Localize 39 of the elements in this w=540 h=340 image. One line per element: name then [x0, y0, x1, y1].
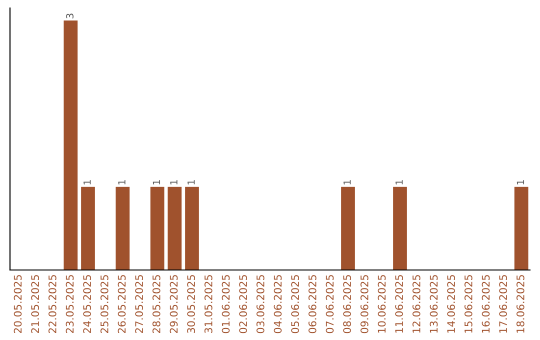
x-tick-label: 24.05.2025 [83, 275, 92, 334]
x-tick-label: 10.06.2025 [378, 275, 386, 333]
x-tick-label: 12.06.2025 [412, 275, 420, 333]
data-label: 1 [170, 180, 178, 184]
x-tick-label: 08.06.2025 [343, 275, 352, 334]
x-tick-label: 01.06.2025 [222, 275, 230, 334]
x-tick-label: 13.06.2025 [430, 275, 438, 333]
x-tick-label: 23.05.2025 [66, 275, 74, 334]
x-tick-label: 31.05.2025 [204, 275, 212, 334]
x-tick-label: 04.06.2025 [274, 275, 282, 334]
data-label: 1 [396, 180, 403, 184]
data-label: 1 [152, 180, 160, 184]
x-tick-label: 07.06.2025 [326, 275, 334, 334]
x-tick-label: 05.06.2025 [291, 275, 300, 334]
x-tick-label: 25.05.2025 [100, 275, 108, 334]
data-label: 1 [188, 180, 195, 184]
x-tick-label: 16.06.2025 [482, 275, 490, 333]
x-tick-label: 28.05.2025 [152, 275, 160, 334]
x-tick-label: 21.05.2025 [31, 275, 40, 334]
x-tick-label: 18.06.2025 [516, 275, 524, 333]
x-tick-label: 14.06.2025 [447, 275, 456, 333]
data-label: 1 [118, 180, 126, 184]
data-label: 3 [66, 14, 74, 18]
x-tick-label: 29.05.2025 [170, 275, 178, 334]
x-tick-label: 02.06.2025 [239, 275, 248, 334]
x-tick-label: 03.06.2025 [256, 275, 264, 334]
x-tick-label: 22.05.2025 [48, 275, 56, 334]
x-tick-label: 15.06.2025 [464, 275, 472, 333]
x-tick-label: 11.06.2025 [395, 275, 404, 333]
x-tick-label: 27.05.2025 [135, 275, 144, 334]
data-label: 1 [84, 180, 91, 184]
x-tick-label: 20.05.2025 [14, 275, 22, 334]
data-label: 1 [344, 180, 351, 184]
x-tick-label: 06.06.2025 [308, 275, 316, 334]
x-tick-label: 30.05.2025 [187, 275, 196, 334]
x-tick-label: 26.05.2025 [118, 275, 126, 334]
x-tick-label: 17.06.2025 [499, 275, 508, 333]
data-label: 1 [516, 180, 524, 184]
x-tick-label: 09.06.2025 [360, 275, 368, 334]
